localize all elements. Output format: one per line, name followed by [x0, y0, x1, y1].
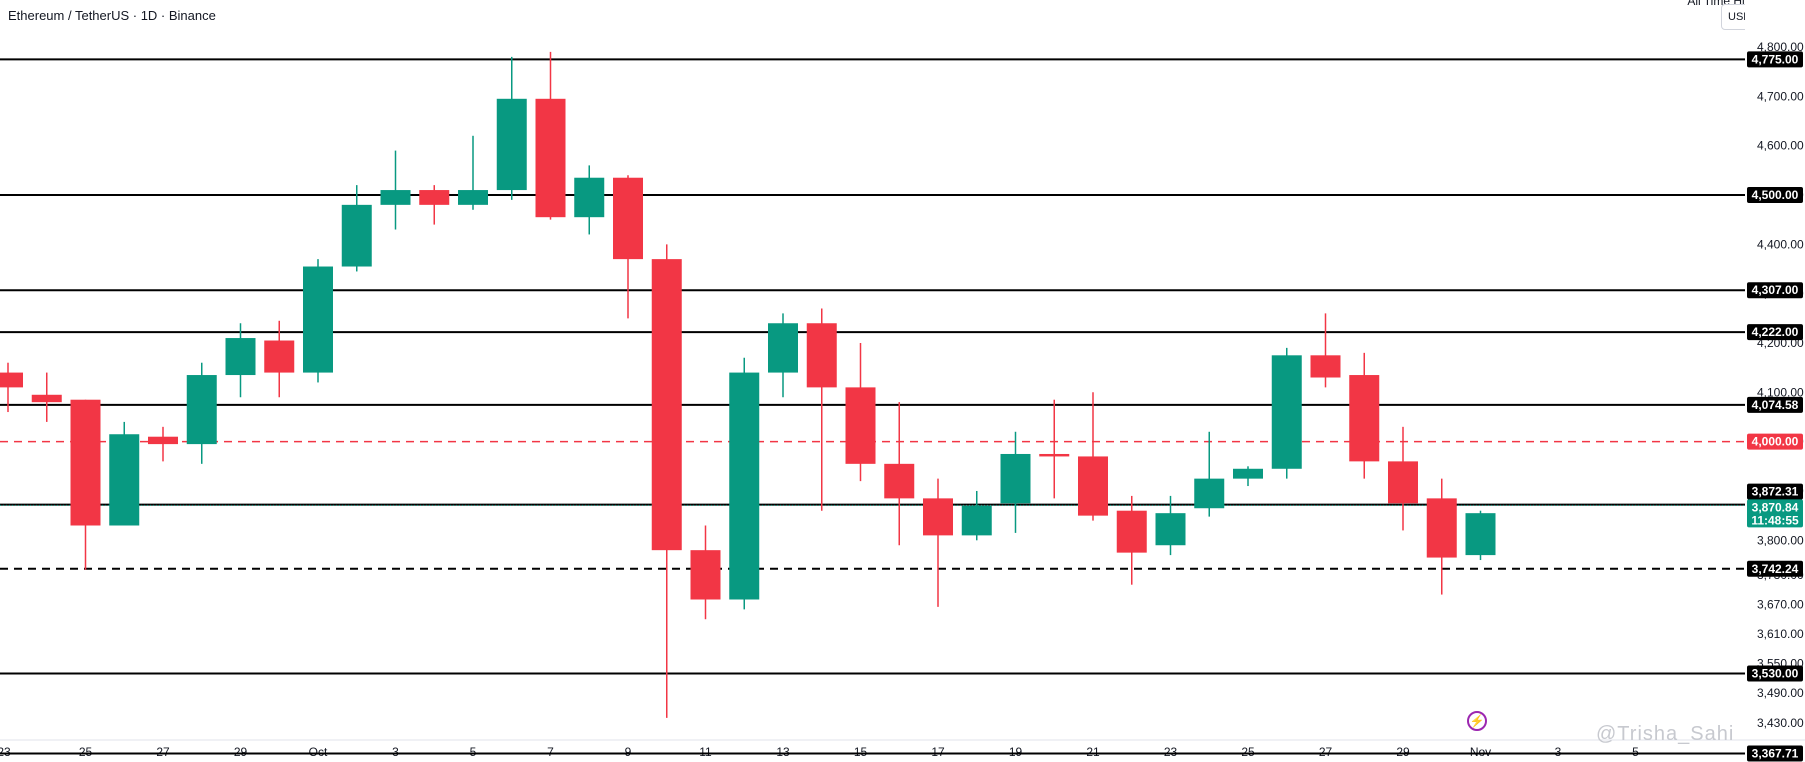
candle-body[interactable] — [1271, 355, 1302, 469]
y-tick-label: 3,490.00 — [1757, 686, 1804, 700]
watermark: @Trisha_Sahi — [1596, 723, 1735, 745]
candle-body[interactable] — [729, 372, 760, 600]
x-tick-label: 27 — [1319, 745, 1333, 759]
level-price-label-bg — [1747, 282, 1803, 299]
candle-body[interactable] — [845, 387, 876, 464]
key-level-price-label-bg — [1747, 433, 1803, 450]
candle-body[interactable] — [651, 259, 682, 551]
candle-body[interactable] — [1465, 513, 1496, 556]
candle-body[interactable] — [690, 550, 721, 600]
x-tick-label: 3 — [392, 745, 399, 759]
x-tick-label: 17 — [931, 745, 945, 759]
candle-body[interactable] — [1310, 355, 1341, 378]
x-tick-label: Oct — [309, 745, 328, 759]
candle-body[interactable] — [496, 98, 527, 191]
level-price-label: 4,074.58 — [1752, 398, 1799, 412]
candle-body[interactable] — [264, 340, 295, 373]
candle-body[interactable] — [574, 177, 605, 218]
y-tick-label: 4,100.00 — [1757, 385, 1804, 399]
candle-body[interactable] — [1194, 478, 1225, 509]
level-price-label: 3,367.71 — [1752, 747, 1799, 761]
level-price-label-bg — [1747, 51, 1803, 68]
candle-body[interactable] — [923, 498, 953, 536]
level-price-label: 4,775.00 — [1752, 52, 1799, 66]
x-tick-label: 11 — [699, 745, 712, 759]
x-tick-label: 15 — [854, 745, 868, 759]
price-axis[interactable] — [1745, 0, 1805, 740]
y-tick-label: 3,430.00 — [1757, 716, 1804, 730]
x-tick-label: 23 — [1164, 745, 1178, 759]
candle-body[interactable] — [535, 98, 566, 218]
candle-body[interactable] — [961, 505, 992, 536]
level-price-label-bg — [1747, 483, 1803, 500]
x-tick-label: 13 — [776, 745, 790, 759]
last-price-label-bg — [1747, 499, 1803, 528]
candle-body[interactable] — [148, 436, 178, 445]
x-tick-label: 5 — [470, 745, 477, 759]
y-tick-label: 4,400.00 — [1757, 237, 1804, 251]
x-tick-label: 5 — [1632, 745, 1639, 759]
x-tick-label: 21 — [1086, 745, 1100, 759]
level-price-label-bg — [1747, 745, 1803, 762]
candle-body[interactable] — [70, 399, 101, 526]
level-price-label: 3,530.00 — [1752, 666, 1799, 680]
candle-body[interactable] — [768, 323, 798, 373]
candle-body[interactable] — [109, 434, 140, 526]
level-price-label: 3,872.31 — [1752, 485, 1799, 499]
y-tick-label: 4,600.00 — [1757, 139, 1804, 153]
level-price-label: 4,500.00 — [1752, 188, 1799, 202]
countdown-label: 11:48:55 — [1751, 513, 1799, 527]
candle-body[interactable] — [613, 177, 643, 260]
x-tick-label: 27 — [156, 745, 170, 759]
candle-body[interactable] — [1233, 468, 1263, 479]
x-tick-label: 9 — [625, 745, 632, 759]
candle-body[interactable] — [884, 463, 915, 499]
candle-body[interactable] — [806, 323, 837, 388]
candle-body[interactable] — [341, 204, 372, 267]
level-price-label-bg — [1747, 560, 1803, 577]
level-price-label: 3,742.24 — [1752, 562, 1799, 576]
level-price-label-bg — [1747, 186, 1803, 203]
level-price-label: 4,222.00 — [1752, 325, 1799, 339]
x-tick-label: 19 — [1009, 745, 1023, 759]
candle-body[interactable] — [31, 394, 62, 403]
candle-body[interactable] — [186, 375, 217, 445]
y-tick-label: 3,670.00 — [1757, 597, 1804, 611]
x-tick-label: 25 — [1241, 745, 1255, 759]
x-tick-label: 25 — [79, 745, 93, 759]
last-price-label: 3,870.84 — [1752, 500, 1799, 514]
candle-body[interactable] — [1078, 456, 1108, 516]
y-tick-label: 3,800.00 — [1757, 533, 1804, 547]
candle-body[interactable] — [225, 338, 256, 376]
y-tick-label: 4,700.00 — [1757, 89, 1804, 103]
candle-body[interactable] — [0, 372, 23, 388]
level-price-label-bg — [1747, 324, 1803, 341]
candle-body[interactable] — [1388, 461, 1418, 504]
x-tick-label: 29 — [1396, 745, 1410, 759]
candle-body[interactable] — [1000, 453, 1031, 504]
candle-body[interactable] — [303, 266, 333, 373]
candle-body[interactable] — [1155, 513, 1186, 546]
candle-body[interactable] — [419, 190, 450, 205]
x-tick-label: 23 — [0, 745, 11, 759]
key-level-price-label: 4,000.00 — [1752, 435, 1799, 449]
candle-body[interactable] — [1426, 498, 1457, 558]
level-price-label: 4,307.00 — [1752, 283, 1799, 297]
y-tick-label: 3,610.00 — [1757, 627, 1804, 641]
candle-body[interactable] — [458, 190, 488, 205]
x-tick-label: Nov — [1470, 745, 1491, 759]
x-tick-label: 3 — [1555, 745, 1562, 759]
x-tick-label: 7 — [547, 745, 554, 759]
candle-body[interactable] — [1349, 375, 1380, 462]
level-price-label-bg — [1747, 665, 1803, 682]
flash-event-icon[interactable]: ⚡ — [1467, 711, 1487, 731]
candle-body[interactable] — [380, 190, 411, 205]
candle-body[interactable] — [1116, 510, 1147, 553]
chart-title: Ethereum / TetherUS · 1D · Binance — [8, 8, 216, 23]
y-tick-label: 4,800.00 — [1757, 40, 1804, 54]
level-price-label-bg — [1747, 396, 1803, 413]
candle-body[interactable] — [1039, 453, 1070, 457]
x-tick-label: 29 — [234, 745, 248, 759]
